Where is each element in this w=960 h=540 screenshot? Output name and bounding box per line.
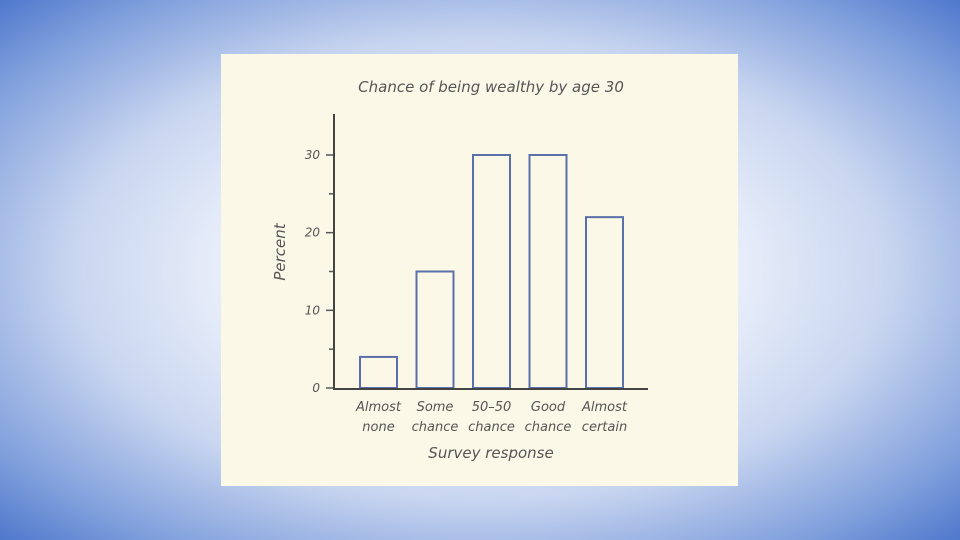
y-tick-label-0: 0 (312, 381, 320, 395)
x-labels-group: Almost none Some chance 50–50 chance Good chanc… (355, 400, 628, 435)
bars-group (359, 154, 624, 389)
x-tick-label-2-line-1: chance (468, 420, 515, 435)
y-axis-label: Percent (271, 222, 289, 280)
x-tick-label-4: Almost certain (581, 400, 628, 435)
x-tick-label-0-line-0: Almost (355, 400, 402, 415)
y-tick-label-3: 30 (305, 148, 321, 162)
x-tick-label-0: Almost none (355, 400, 402, 435)
bar-chart: Chance of being wealthy by age 30 Percen… (271, 78, 648, 462)
x-tick-label-2-line-0: 50–50 (472, 400, 512, 415)
bar-4 (585, 216, 624, 389)
x-tick-label-3-line-0: Good (531, 400, 566, 415)
y-tick-label-1: 10 (305, 303, 321, 317)
x-tick-label-4-line-1: certain (582, 420, 627, 435)
bar-0 (359, 355, 398, 389)
bar-3 (528, 154, 568, 389)
chart-title: Chance of being wealthy by age 30 (358, 78, 624, 96)
bar-2 (472, 154, 511, 389)
x-tick-label-3-line-1: chance (525, 420, 572, 435)
x-axis-label: Survey response (428, 444, 553, 462)
x-tick-label-1: Some chance (412, 400, 459, 435)
x-tick-label-1-line-1: chance (412, 420, 459, 435)
x-tick-label-4-line-0: Almost (581, 400, 628, 415)
x-tick-label-2: 50–50 chance (468, 400, 515, 435)
bar-1 (415, 270, 455, 389)
chart-panel: Chance of being wealthy by age 30 Percen… (221, 54, 738, 486)
x-tick-label-0-line-1: none (362, 420, 394, 435)
x-tick-label-1-line-0: Some (417, 400, 454, 415)
y-ticks-group: 0 10 20 30 (305, 148, 334, 395)
x-tick-label-3: Good chance (525, 400, 572, 435)
y-tick-label-2: 20 (305, 226, 321, 240)
